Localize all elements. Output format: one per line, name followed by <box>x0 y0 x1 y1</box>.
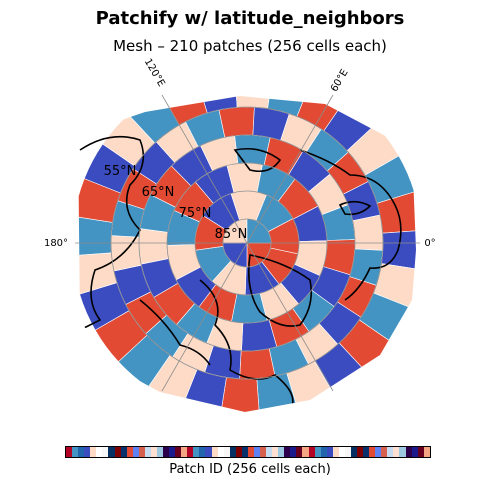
colorbar-segment <box>132 447 139 457</box>
colorbar-segment <box>302 447 309 457</box>
colorbar-segment <box>150 447 157 457</box>
colorbar-segment <box>405 447 412 457</box>
latitude-label-55n: 55°N <box>104 164 137 179</box>
colorbar-segment <box>387 447 394 457</box>
meridian-label-0: 0° <box>424 238 435 249</box>
landmass-outlines <box>79 135 402 411</box>
colorbar-segment <box>181 447 188 457</box>
colorbar-segment <box>369 447 376 457</box>
patch <box>234 96 274 109</box>
colorbar-segment <box>90 447 97 457</box>
colorbar-label: Patch ID (256 cells each) <box>169 462 331 477</box>
colorbar-segment <box>357 447 364 457</box>
colorbar-segment <box>205 447 212 457</box>
colorbar-segment <box>375 447 382 457</box>
colorbar-segment <box>266 447 273 457</box>
colorbar-segment <box>338 447 345 457</box>
colorbar-segment <box>138 447 145 457</box>
colorbar-segment <box>235 447 242 457</box>
colorbar-segment <box>393 447 400 457</box>
coastline-canada <box>199 279 294 411</box>
colorbar-segment <box>344 447 351 457</box>
colorbar-segment <box>96 447 103 457</box>
colorbar-segment <box>417 447 424 457</box>
colorbar-segment <box>284 447 291 457</box>
colorbar-segment <box>290 447 297 457</box>
colorbar-segment <box>314 447 321 457</box>
figure-subtitle: Mesh – 210 patches (256 cells each) <box>113 37 387 55</box>
colorbar-segment <box>199 447 206 457</box>
latitude-label-85n: 85°N <box>215 227 248 242</box>
coastline-greenland <box>247 254 313 327</box>
meridian-label-180: 180° <box>44 238 68 249</box>
colorbar-segment <box>411 447 418 457</box>
patch <box>138 228 169 265</box>
coastline-siberia-islands <box>233 147 282 173</box>
colorbar-segment <box>223 447 230 457</box>
colorbar-segment <box>229 447 236 457</box>
patch <box>218 106 255 138</box>
colorbar-segment <box>193 447 200 457</box>
patch <box>110 235 142 272</box>
latitude-label-75n: 75°N <box>179 206 212 221</box>
map-area <box>78 96 416 412</box>
colorbar-segment <box>272 447 279 457</box>
colorbar-segment <box>278 447 285 457</box>
colorbar-segment <box>308 447 315 457</box>
graticule <box>75 94 420 392</box>
meridian-label-120e: 120°E <box>142 57 167 89</box>
patch <box>78 216 113 256</box>
colorbar-segment <box>66 447 73 457</box>
colorbar-segment <box>114 447 121 457</box>
colorbar-segment <box>423 447 430 457</box>
colorbar-segment <box>381 447 388 457</box>
colorbar-segment <box>217 447 224 457</box>
colorbar-segment <box>102 447 109 457</box>
colorbar-segment <box>363 447 370 457</box>
colorbar-segment <box>187 447 194 457</box>
figure-title: Patchify w/ latitude_neighbors <box>95 8 405 29</box>
coastline-asia <box>79 135 145 331</box>
colorbar-segment <box>296 447 303 457</box>
colorbar-segment <box>253 447 260 457</box>
latitude-label-65n: 65°N <box>142 185 175 200</box>
colorbar-segment <box>78 447 85 457</box>
colorbar-segment <box>175 447 182 457</box>
coastline-europe <box>299 149 402 301</box>
colorbar-segment <box>332 447 339 457</box>
colorbar-segment <box>326 447 333 457</box>
patch <box>352 214 384 251</box>
colorbar-segment <box>169 447 176 457</box>
colorbar-segment <box>247 447 254 457</box>
colorbar-segment <box>320 447 327 457</box>
patch <box>239 348 276 380</box>
patch-colorbar <box>65 446 431 458</box>
coastline-svalbard <box>338 200 372 216</box>
colorbar-segment <box>144 447 151 457</box>
patch <box>220 377 260 412</box>
colorbar-segment <box>211 447 218 457</box>
coastline-alaska <box>139 299 211 366</box>
colorbar-segment <box>163 447 170 457</box>
colorbar-segment <box>241 447 248 457</box>
meridian-label-60e: 60°E <box>329 68 351 94</box>
colorbar-segment <box>72 447 79 457</box>
colorbar-segment <box>126 447 133 457</box>
colorbar-segment <box>108 447 115 457</box>
colorbar-segment <box>84 447 91 457</box>
colorbar-segment <box>156 447 163 457</box>
colorbar-segment <box>350 447 357 457</box>
colorbar-segment <box>399 447 406 457</box>
colorbar-segment <box>120 447 127 457</box>
colorbar-segment <box>260 447 267 457</box>
